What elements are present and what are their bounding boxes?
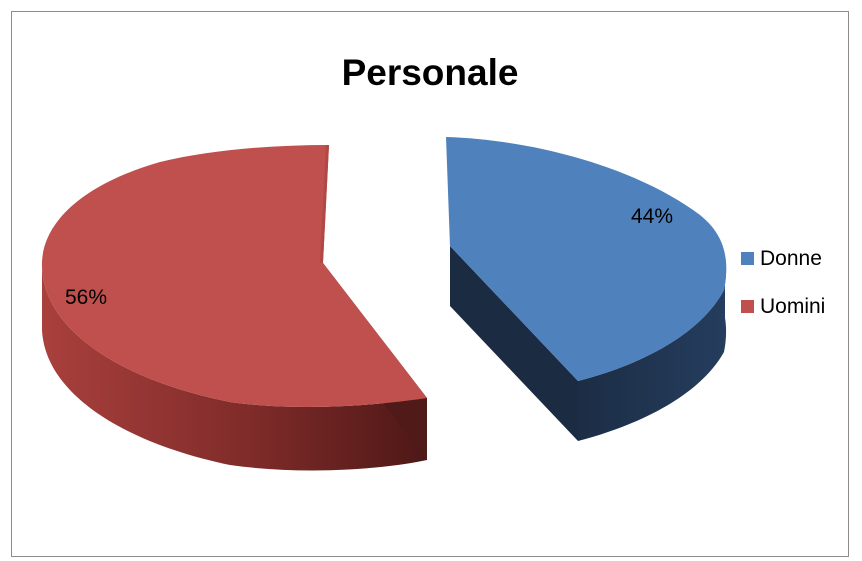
slice-side-uomini — [42, 268, 427, 471]
data-label-uomini: 56% — [65, 286, 107, 309]
data-label-donne: 44% — [631, 205, 673, 228]
slice-side-donne-inner — [450, 246, 578, 441]
legend-swatch-uomini — [741, 300, 754, 313]
legend-item-uomini[interactable]: Uomini — [741, 294, 825, 319]
slice-edge-uomini — [320, 145, 329, 263]
legend-item-donne[interactable]: Donne — [741, 246, 825, 271]
legend-swatch-donne — [741, 252, 754, 265]
slice-uomini[interactable] — [41, 145, 428, 407]
legend-label-uomini: Uomini — [760, 294, 826, 318]
legend-label-donne: Donne — [760, 246, 822, 270]
chart-title: Personale — [341, 52, 519, 93]
legend: Donne Uomini — [741, 246, 825, 342]
slice-donne[interactable] — [446, 137, 727, 381]
slice-side-donne — [578, 258, 727, 441]
